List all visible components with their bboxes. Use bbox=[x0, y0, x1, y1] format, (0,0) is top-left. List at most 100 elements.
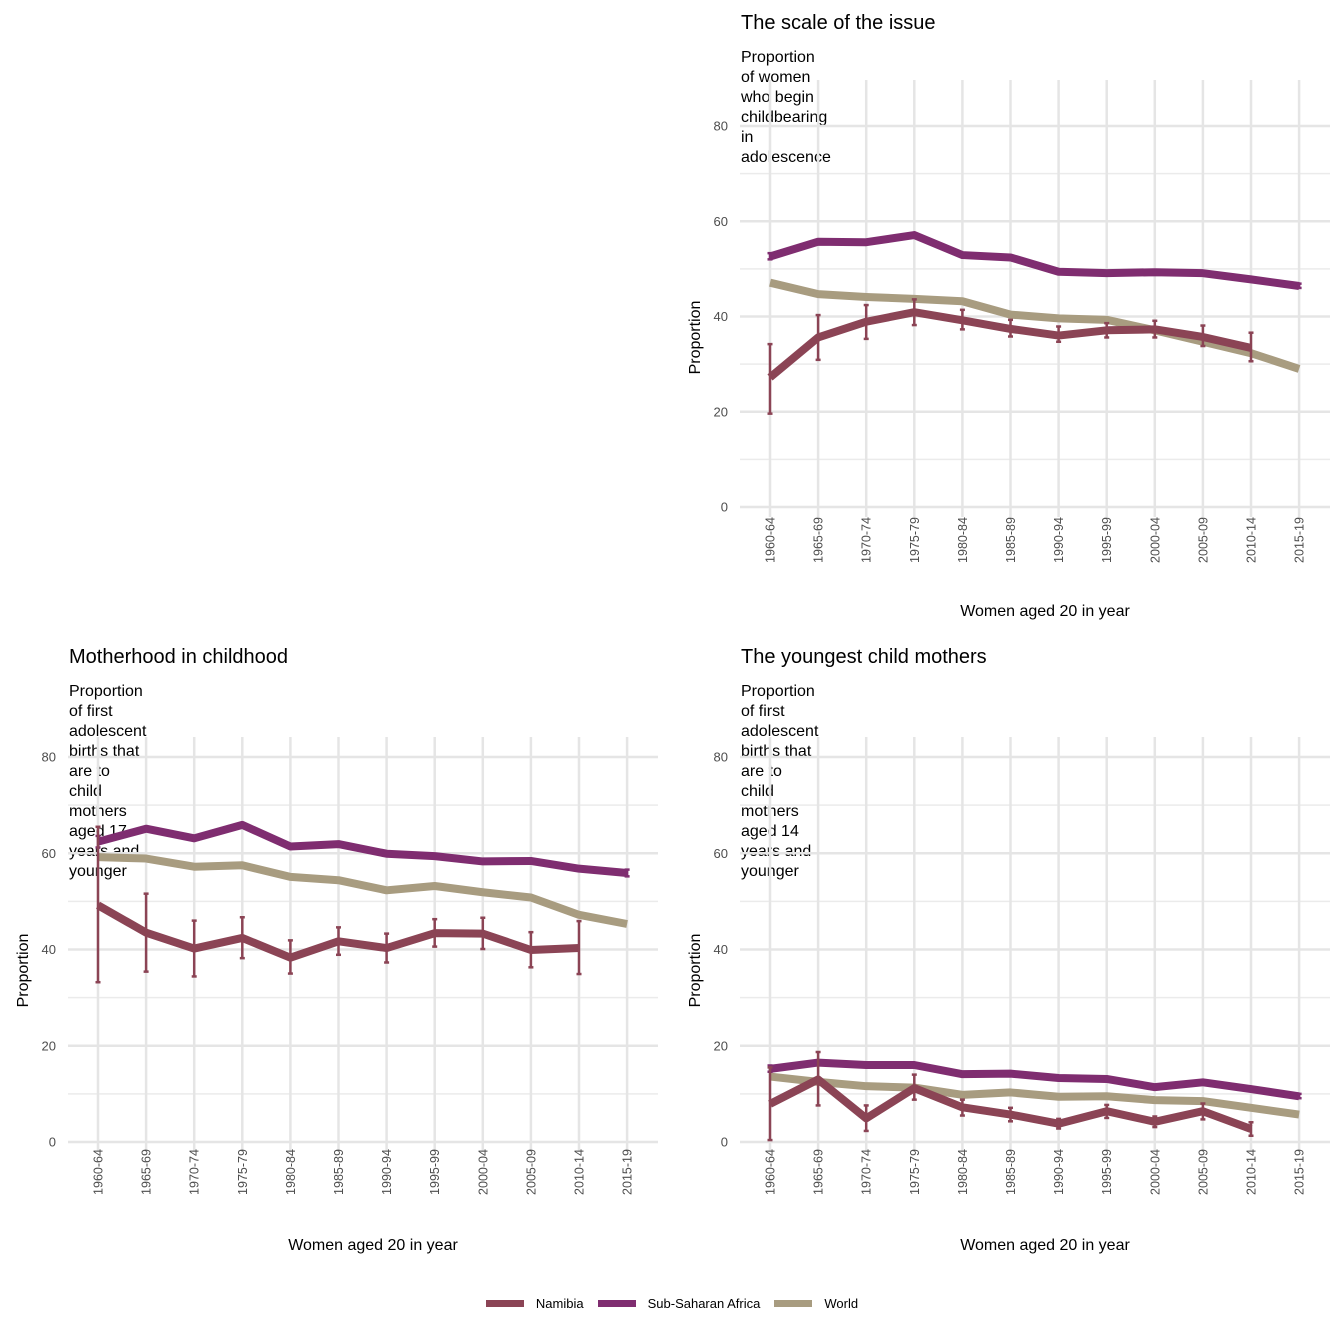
error-bar-namibia bbox=[1248, 331, 1254, 363]
error-bar-namibia bbox=[528, 930, 534, 969]
series-line-world bbox=[769, 278, 1301, 373]
x-axis-label: Women aged 20 in year bbox=[960, 603, 1130, 620]
x-tick-label: 1960-64 bbox=[764, 517, 778, 563]
error-bar-namibia bbox=[239, 916, 245, 960]
error-bar-namibia bbox=[95, 825, 101, 984]
x-tick-label: 1980-84 bbox=[956, 517, 970, 563]
x-tick-label: 1985-89 bbox=[1004, 1149, 1018, 1195]
error-bar-namibia bbox=[143, 892, 149, 973]
y-axis-label: Proportion bbox=[15, 934, 32, 1008]
chart-title: The scale of the issue bbox=[741, 12, 936, 34]
x-tick-label: 2000-04 bbox=[1148, 517, 1162, 563]
y-tick-label: 80 bbox=[714, 119, 728, 134]
y-tick-label: 0 bbox=[721, 500, 728, 515]
x-tick-label: 1970-74 bbox=[860, 1149, 874, 1195]
x-tick-label: 1960-64 bbox=[92, 1149, 106, 1195]
x-tick-label: 2000-04 bbox=[1148, 1149, 1162, 1195]
error-bar-namibia bbox=[432, 917, 438, 948]
error-bar-sub-saharan-africa bbox=[1296, 1092, 1302, 1100]
x-tick-label: 2010-14 bbox=[573, 1149, 587, 1195]
series-line-sub-saharan-africa bbox=[96, 820, 628, 877]
x-tick-label: 1990-94 bbox=[1052, 517, 1066, 563]
error-bar-namibia bbox=[767, 342, 773, 415]
x-tick-label: 1975-79 bbox=[236, 1149, 250, 1195]
error-bar-namibia bbox=[1200, 1102, 1206, 1121]
y-tick-label: 20 bbox=[714, 1038, 728, 1053]
error-bar-namibia bbox=[480, 916, 486, 951]
x-tick-label: 1970-74 bbox=[188, 1149, 202, 1195]
error-bar-namibia bbox=[1056, 325, 1062, 343]
y-axis-label: Proportion bbox=[687, 301, 704, 375]
error-bar-namibia bbox=[1008, 318, 1013, 338]
error-bar-namibia bbox=[863, 1104, 869, 1133]
y-tick-label: 40 bbox=[714, 942, 728, 957]
error-bar-sub-saharan-africa bbox=[767, 251, 773, 261]
x-axis-label: Women aged 20 in year bbox=[960, 1237, 1130, 1254]
x-tick-label: 1975-79 bbox=[908, 517, 922, 563]
x-tick-label: 2015-19 bbox=[1293, 517, 1307, 563]
error-bar-namibia bbox=[911, 298, 917, 327]
legend-label: Sub-Saharan Africa bbox=[647, 1296, 761, 1311]
x-tick-label: 1985-89 bbox=[1004, 517, 1018, 563]
chart-title: The youngest child mothers bbox=[741, 646, 987, 668]
x-tick-label: 1980-84 bbox=[284, 1149, 298, 1195]
x-tick-label: 1990-94 bbox=[1052, 1149, 1066, 1195]
error-bar-namibia bbox=[576, 919, 582, 976]
legend: Namibia Sub-Saharan Africa World bbox=[0, 1296, 1344, 1311]
legend-label: Namibia bbox=[535, 1296, 584, 1311]
error-bar-namibia bbox=[336, 926, 341, 957]
y-tick-label: 80 bbox=[42, 750, 56, 765]
error-bar-namibia bbox=[191, 919, 197, 978]
chart-title: Motherhood in childhood bbox=[69, 646, 289, 668]
error-bar-namibia bbox=[1152, 1115, 1158, 1129]
y-tick-label: 60 bbox=[714, 846, 728, 861]
x-tick-label: 1985-89 bbox=[332, 1149, 346, 1195]
error-bar-namibia bbox=[863, 303, 869, 341]
error-bar-namibia bbox=[287, 939, 293, 975]
x-tick-label: 1990-94 bbox=[380, 1149, 394, 1195]
error-bar-sub-saharan-africa bbox=[624, 868, 630, 878]
error-bar-namibia bbox=[911, 1073, 917, 1101]
x-tick-label: 1965-69 bbox=[812, 1149, 826, 1195]
x-tick-label: 2015-19 bbox=[621, 1149, 635, 1195]
error-bar-sub-saharan-africa bbox=[1296, 282, 1302, 290]
legend-key-namibia bbox=[485, 1300, 524, 1307]
legend-label: World bbox=[824, 1296, 859, 1311]
y-tick-label: 40 bbox=[42, 942, 56, 957]
error-bar-namibia bbox=[384, 932, 390, 964]
error-bar-namibia bbox=[1104, 1103, 1110, 1120]
y-tick-label: 20 bbox=[42, 1038, 56, 1053]
x-tick-label: 1965-69 bbox=[812, 517, 826, 563]
legend-key-world bbox=[774, 1300, 813, 1307]
x-tick-label: 1970-74 bbox=[860, 517, 874, 563]
y-tick-label: 20 bbox=[714, 404, 728, 419]
error-bar-namibia bbox=[1200, 324, 1206, 348]
error-bar-namibia bbox=[1056, 1117, 1062, 1130]
error-bar-namibia bbox=[1008, 1106, 1013, 1123]
y-tick-label: 80 bbox=[714, 750, 728, 765]
error-bar-namibia bbox=[959, 308, 965, 331]
y-tick-label: 40 bbox=[714, 309, 728, 324]
y-tick-label: 0 bbox=[49, 1135, 56, 1150]
x-tick-label: 1995-99 bbox=[1100, 517, 1114, 563]
x-axis-label: Women aged 20 in year bbox=[288, 1237, 458, 1254]
x-tick-label: 2000-04 bbox=[476, 1149, 490, 1195]
x-tick-label: 1960-64 bbox=[764, 1149, 778, 1195]
y-axis-label: Proportion bbox=[687, 934, 704, 1008]
error-bar-namibia bbox=[959, 1098, 965, 1117]
y-tick-label: 60 bbox=[42, 846, 56, 861]
legend-item-namibia: Namibia bbox=[485, 1296, 584, 1311]
series-line-sub-saharan-africa bbox=[769, 1058, 1300, 1101]
chart-subtitle: Proportion of women who begin childbeari… bbox=[741, 49, 831, 166]
legend-item-ssa: Sub-Saharan Africa bbox=[597, 1296, 761, 1311]
x-tick-label: 2010-14 bbox=[1245, 1149, 1259, 1195]
error-bar-namibia bbox=[815, 313, 821, 362]
y-tick-label: 60 bbox=[714, 214, 728, 229]
x-tick-label: 2005-09 bbox=[1196, 517, 1210, 563]
error-bar-namibia bbox=[815, 1050, 821, 1107]
x-tick-label: 1965-69 bbox=[140, 1149, 154, 1195]
legend-item-world: World bbox=[774, 1296, 858, 1311]
series-line-sub-saharan-africa bbox=[768, 231, 1300, 290]
